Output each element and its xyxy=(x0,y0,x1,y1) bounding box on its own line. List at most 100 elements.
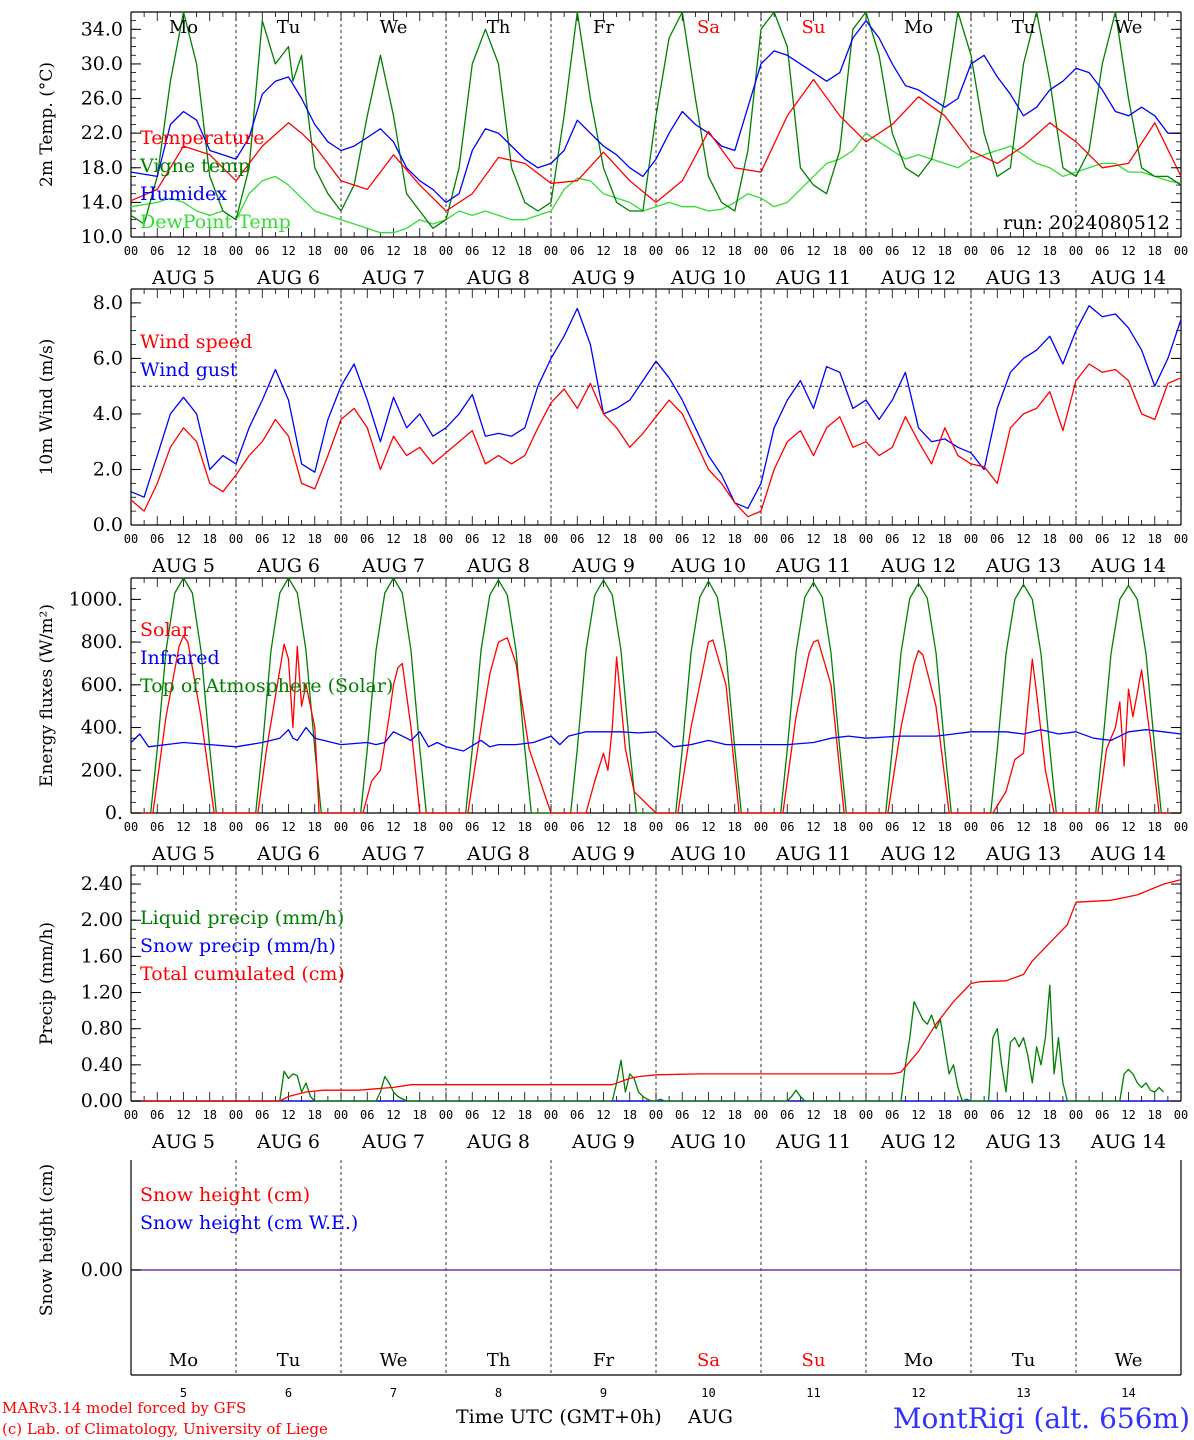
time-axis-label: Time UTC (GMT+0h) xyxy=(456,1406,662,1428)
y-tick-label: 6.0 xyxy=(93,347,123,369)
hour-tick-label: 00 xyxy=(334,532,348,546)
y-tick-label: 2.40 xyxy=(81,873,123,895)
snow-panel: 0.00 Snow height (cm) Snow height (cm) Snow… xyxy=(37,1160,1182,1400)
hour-tick-label: 06 xyxy=(990,1108,1004,1122)
weekday-label: Su xyxy=(802,1350,826,1371)
weekday-label: Th xyxy=(487,1350,511,1371)
y-axis-label: 2m Temp. (°C) xyxy=(37,62,57,187)
y-tick-label: 800. xyxy=(81,631,123,653)
y-axis-label: Energy fluxes (W/m²) xyxy=(37,604,57,787)
hour-tick-label: 12 xyxy=(806,1108,820,1122)
hour-tick-label: 06 xyxy=(885,244,899,258)
hour-tick-label: 06 xyxy=(465,244,479,258)
hour-tick-label: 12 xyxy=(491,532,505,546)
day-number-label: 6 xyxy=(285,1386,292,1400)
hour-tick-label: 12 xyxy=(596,532,610,546)
y-tick-label: 30.0 xyxy=(81,53,123,75)
hour-tick-label: 00 xyxy=(964,532,978,546)
hour-tick-label: 06 xyxy=(360,820,374,834)
hour-tick-label: 06 xyxy=(780,532,794,546)
hour-tick-label: 00 xyxy=(859,820,873,834)
series-line xyxy=(131,635,1181,814)
hour-tick-label: 12 xyxy=(281,244,295,258)
weekday-label: Sa xyxy=(697,17,720,38)
hour-tick-label: 18 xyxy=(518,532,532,546)
hour-tick-label: 00 xyxy=(754,244,768,258)
hour-tick-label: 18 xyxy=(413,244,427,258)
day-label: AUG 6 xyxy=(256,555,320,577)
hour-tick-label: 00 xyxy=(439,244,453,258)
hour-tick-label: 12 xyxy=(176,1108,190,1122)
hour-tick-label: 12 xyxy=(386,820,400,834)
y-tick-label: 34.0 xyxy=(81,18,123,40)
day-label: AUG 8 xyxy=(466,555,530,577)
hour-tick-label: 06 xyxy=(675,820,689,834)
weekday-label: Mo xyxy=(169,1350,198,1371)
weekday-label: Mo xyxy=(169,17,198,38)
hour-tick-label: 00 xyxy=(229,244,243,258)
hour-tick-label: 00 xyxy=(859,1108,873,1122)
day-label: AUG 6 xyxy=(256,1131,320,1153)
hour-tick-label: 18 xyxy=(938,1108,952,1122)
legend-entry: Temperature xyxy=(140,127,264,149)
hour-tick-label: 00 xyxy=(1174,1108,1188,1122)
day-number-label: 5 xyxy=(180,1386,187,1400)
day-label: AUG 12 xyxy=(880,555,956,577)
hour-tick-label: 18 xyxy=(833,820,847,834)
hour-tick-label: 06 xyxy=(780,820,794,834)
hour-tick-label: 00 xyxy=(124,244,138,258)
hour-tick-label: 12 xyxy=(701,1108,715,1122)
hour-tick-label: 06 xyxy=(1095,1108,1109,1122)
hour-tick-label: 18 xyxy=(623,1108,637,1122)
hour-tick-label: 00 xyxy=(754,532,768,546)
weekday-label: We xyxy=(1115,1350,1143,1371)
hour-tick-label: 12 xyxy=(1121,532,1135,546)
hour-tick-label: 06 xyxy=(255,532,269,546)
precip-panel: Liquid precip (mm/h) Snow precip (mm/h) To… xyxy=(37,865,1188,1153)
hour-tick-label: 18 xyxy=(728,532,742,546)
hour-tick-label: 00 xyxy=(124,820,138,834)
day-label: AUG 7 xyxy=(361,267,425,289)
hour-tick-label: 00 xyxy=(1069,244,1083,258)
hour-tick-label: 12 xyxy=(911,244,925,258)
hour-tick-label: 18 xyxy=(833,244,847,258)
hour-tick-label: 06 xyxy=(255,244,269,258)
hour-tick-label: 06 xyxy=(570,1108,584,1122)
hour-tick-label: 18 xyxy=(518,820,532,834)
hour-tick-label: 06 xyxy=(675,244,689,258)
weekday-label: Tu xyxy=(277,17,301,38)
hour-tick-label: 12 xyxy=(911,532,925,546)
weekday-label: Tu xyxy=(1012,1350,1036,1371)
hour-tick-label: 18 xyxy=(413,532,427,546)
hour-tick-label: 00 xyxy=(1174,244,1188,258)
legend-entry: Liquid precip (mm/h) xyxy=(140,907,344,929)
hour-tick-label: 00 xyxy=(439,820,453,834)
day-label: AUG 14 xyxy=(1090,555,1166,577)
hour-tick-label: 00 xyxy=(544,532,558,546)
hour-tick-label: 00 xyxy=(1069,820,1083,834)
hour-tick-label: 18 xyxy=(623,244,637,258)
hour-tick-label: 12 xyxy=(386,1108,400,1122)
weekday-label: Mo xyxy=(904,1350,933,1371)
hour-tick-label: 06 xyxy=(675,532,689,546)
day-label: AUG 12 xyxy=(880,1131,956,1153)
legend-entry: Vigne temp xyxy=(139,155,250,177)
hour-tick-label: 00 xyxy=(649,820,663,834)
hour-tick-label: 00 xyxy=(1069,532,1083,546)
day-label: AUG 10 xyxy=(670,1131,746,1153)
hour-tick-label: 00 xyxy=(334,1108,348,1122)
hour-tick-label: 18 xyxy=(728,244,742,258)
hour-tick-label: 12 xyxy=(1121,1108,1135,1122)
day-label: AUG 13 xyxy=(985,843,1061,865)
hour-tick-label: 00 xyxy=(754,820,768,834)
y-axis-label: Snow height (cm) xyxy=(37,1164,57,1316)
hour-tick-label: 12 xyxy=(701,532,715,546)
hour-tick-label: 06 xyxy=(570,820,584,834)
y-tick-label: 1.20 xyxy=(81,982,123,1004)
hour-tick-label: 18 xyxy=(413,1108,427,1122)
hour-tick-label: 18 xyxy=(833,1108,847,1122)
hour-tick-label: 18 xyxy=(203,1108,217,1122)
y-tick-label: 18.0 xyxy=(81,157,123,179)
y-tick-label: 10.0 xyxy=(81,226,123,248)
hour-tick-label: 18 xyxy=(413,820,427,834)
